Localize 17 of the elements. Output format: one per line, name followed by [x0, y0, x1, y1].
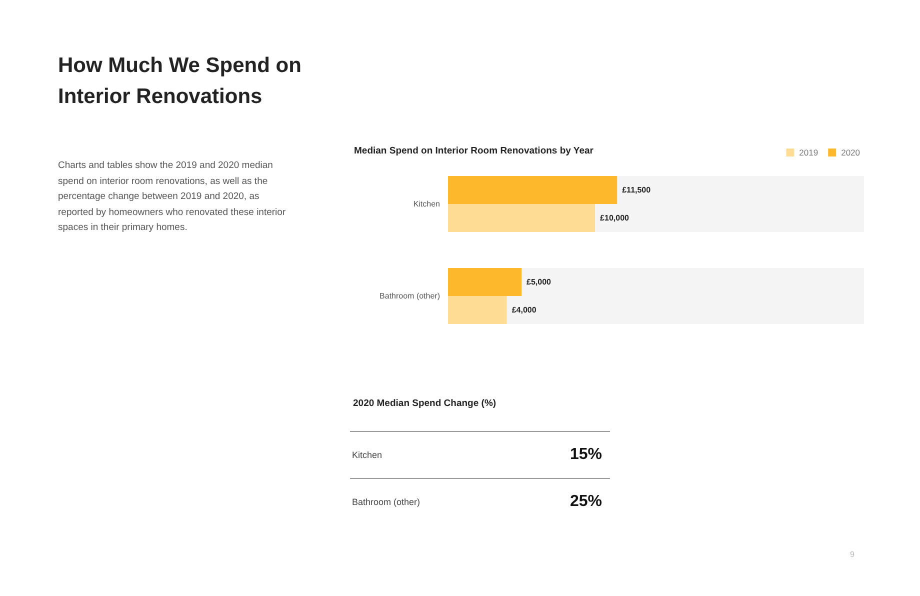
bar: [448, 268, 522, 296]
data-label: £5,000: [526, 278, 552, 286]
text: 15%: [570, 446, 602, 463]
legend-label: 2019: [799, 148, 818, 158]
text: 25%: [570, 493, 602, 510]
data-label: £4,000: [512, 306, 537, 314]
text: 9: [850, 550, 854, 559]
data-label: £11,500: [622, 186, 652, 194]
text: Charts and tables show the 2019 and 2020 median spend on interior room renovations, as well as the percentage change between 2019 and 2020, as reported by homeowners who renovated these interior spaces in their primary homes.: [58, 159, 287, 235]
legend-label: 2020: [841, 148, 860, 158]
data-label: £10,000: [600, 214, 630, 222]
bar: [448, 296, 507, 324]
text: 2020 Median Spend Change (%): [353, 398, 498, 409]
chart-title: Median Spend on Interior Room Renovations by Year: [354, 146, 594, 156]
category-label: Bathroom (other): [352, 497, 420, 507]
category-label: Kitchen: [352, 450, 382, 460]
text: How Much We Spend on Interior Renovations: [58, 53, 302, 110]
